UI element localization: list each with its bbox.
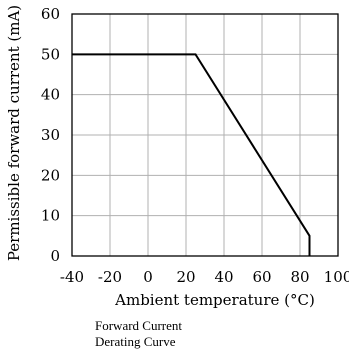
x-tick-label: -40 — [60, 268, 84, 286]
x-axis-title: Ambient temperature (°C) — [114, 291, 315, 309]
y-axis-title: Permissible forward current (mA) — [5, 5, 23, 261]
y-tick-label: 40 — [41, 86, 60, 104]
x-tick-label: 60 — [252, 268, 271, 286]
y-tick-label: 50 — [41, 45, 60, 63]
x-tick-label: 20 — [176, 268, 195, 286]
y-tick-label: 10 — [41, 207, 60, 225]
y-tick-label: 30 — [41, 126, 60, 144]
x-tick-label: 100 — [324, 268, 349, 286]
caption-line-1: Forward Current — [95, 318, 183, 333]
x-tick-label: 40 — [214, 268, 233, 286]
x-tick-labels: -40 -20 0 20 40 60 80 100 — [60, 268, 349, 286]
y-tick-label: 60 — [41, 5, 60, 23]
derating-series-line — [72, 53, 311, 256]
x-tick-label: 0 — [143, 268, 153, 286]
grid-lines — [71, 13, 339, 257]
x-tick-label: -20 — [98, 268, 122, 286]
x-tick-label: 80 — [290, 268, 309, 286]
y-tick-label: 20 — [41, 166, 60, 184]
plot-frame — [71, 13, 339, 257]
y-tick-label: 0 — [50, 247, 60, 265]
caption-line-2: Derating Curve — [95, 334, 176, 349]
series-layer — [72, 53, 311, 256]
y-tick-labels: 0 10 20 30 40 50 60 — [41, 5, 60, 265]
